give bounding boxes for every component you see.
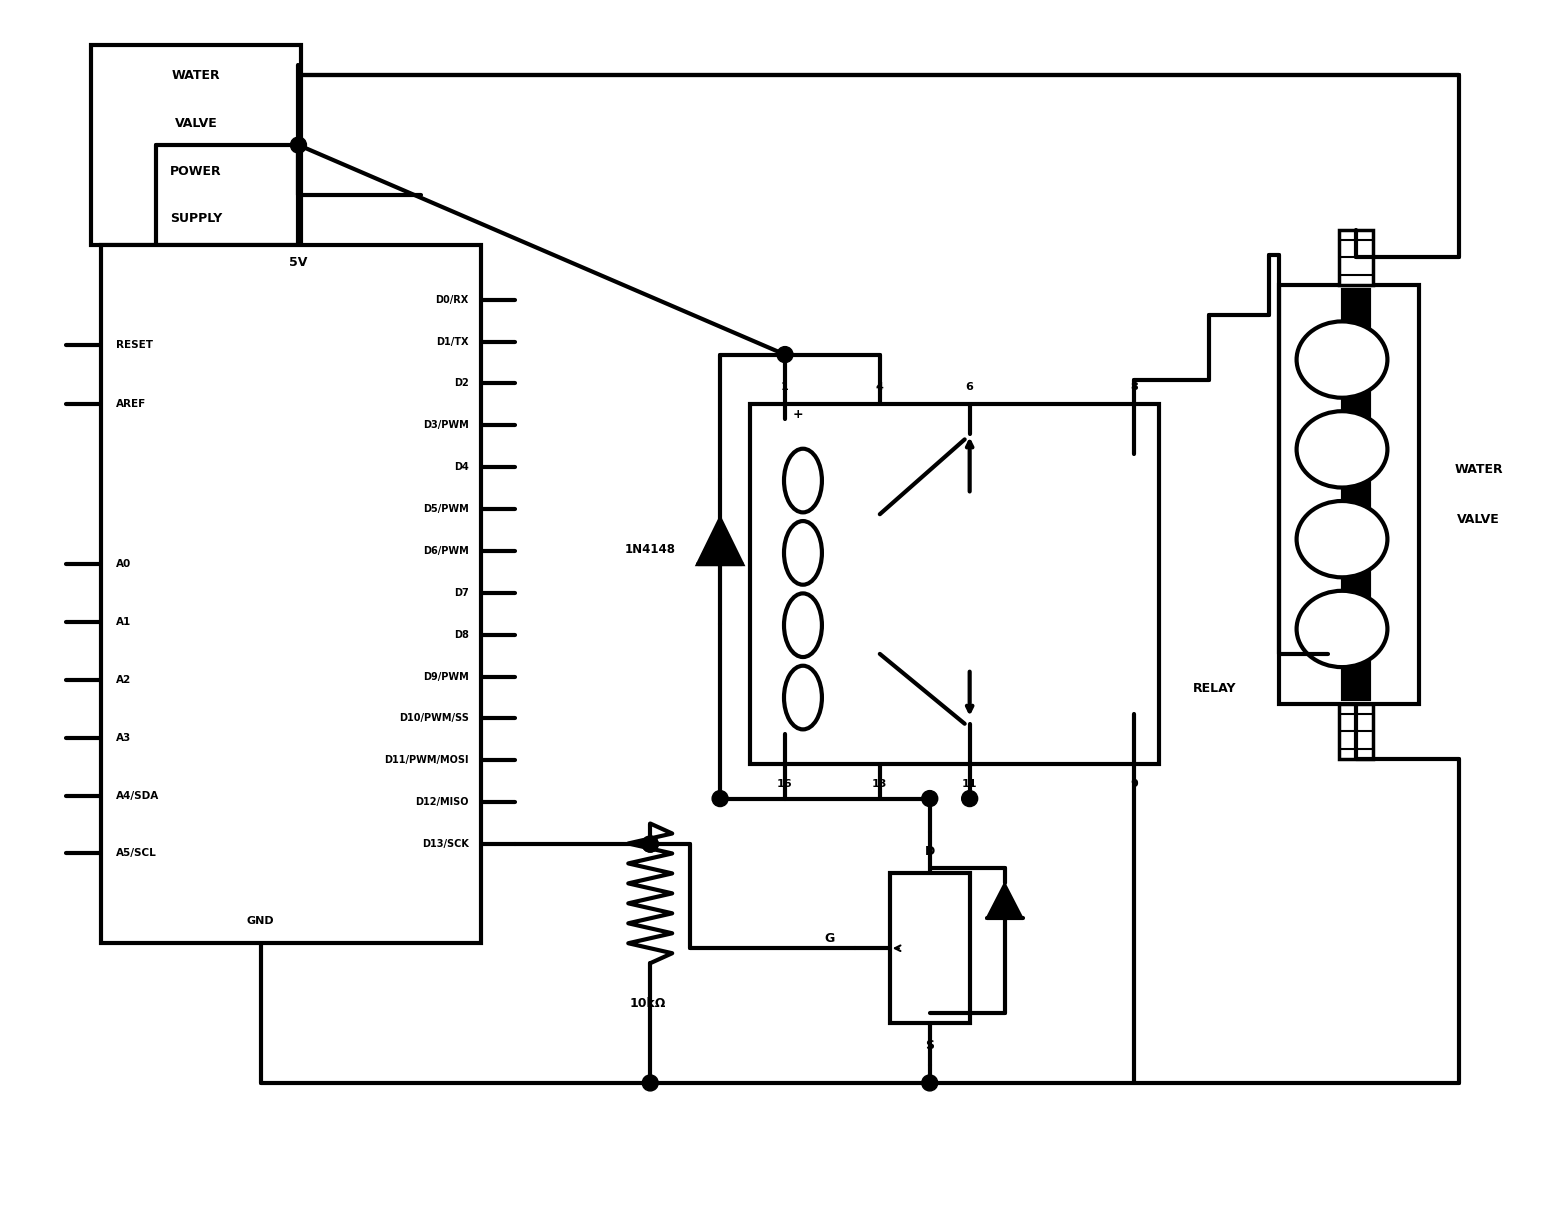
Text: 1: 1: [781, 382, 789, 392]
Ellipse shape: [1296, 501, 1388, 578]
Text: D5/PWM: D5/PWM: [423, 504, 468, 514]
Bar: [91, 45, 300, 245]
Text: D3/PWM: D3/PWM: [423, 420, 468, 431]
Text: RESET: RESET: [116, 339, 153, 350]
Text: D7: D7: [454, 588, 468, 597]
Bar: [1279, 285, 1419, 704]
Ellipse shape: [1296, 322, 1388, 398]
Text: A4/SDA: A4/SDA: [116, 791, 160, 800]
Text: S: S: [925, 1038, 934, 1051]
Text: 1N4148: 1N4148: [624, 542, 676, 556]
Text: AREF: AREF: [116, 399, 147, 410]
Text: D6/PWM: D6/PWM: [423, 546, 468, 556]
Text: D: D: [925, 845, 934, 858]
Text: WATER: WATER: [1454, 463, 1502, 476]
Bar: [890, 874, 970, 1023]
Text: D12/MISO: D12/MISO: [415, 797, 468, 807]
Text: 6: 6: [966, 382, 973, 392]
Text: A5/SCL: A5/SCL: [116, 848, 156, 858]
Circle shape: [642, 836, 659, 852]
Text: D2: D2: [454, 378, 468, 388]
Text: POWER: POWER: [171, 164, 222, 177]
Circle shape: [712, 791, 728, 807]
Circle shape: [642, 1075, 659, 1091]
Circle shape: [291, 137, 307, 153]
Ellipse shape: [784, 521, 822, 585]
Text: 9: 9: [1130, 778, 1138, 788]
Text: 11: 11: [962, 778, 978, 788]
Ellipse shape: [1296, 591, 1388, 667]
Text: 8: 8: [1130, 382, 1138, 392]
Ellipse shape: [784, 449, 822, 513]
Text: 10kΩ: 10kΩ: [631, 996, 667, 1010]
Text: SUPPLY: SUPPLY: [171, 213, 222, 225]
Polygon shape: [986, 884, 1022, 918]
Text: 16: 16: [778, 778, 793, 788]
Text: WATER: WATER: [172, 69, 221, 82]
Text: D13/SCK: D13/SCK: [421, 840, 468, 849]
Circle shape: [922, 791, 937, 807]
Polygon shape: [698, 519, 742, 564]
Bar: [102, 245, 480, 944]
Text: A0: A0: [116, 559, 131, 569]
Text: VALVE: VALVE: [1457, 513, 1501, 526]
Bar: [1343, 290, 1369, 699]
Text: D10/PWM/SS: D10/PWM/SS: [399, 714, 468, 723]
Bar: [1338, 704, 1374, 759]
Circle shape: [776, 346, 793, 362]
Text: A1: A1: [116, 617, 131, 627]
Text: D11/PWM/MOSI: D11/PWM/MOSI: [383, 755, 468, 765]
Text: 5V: 5V: [290, 256, 308, 269]
Text: RELAY: RELAY: [1193, 682, 1236, 695]
Text: D1/TX: D1/TX: [437, 337, 468, 346]
Ellipse shape: [1296, 411, 1388, 487]
Text: D8: D8: [454, 629, 468, 640]
Text: VALVE: VALVE: [175, 116, 218, 130]
Text: G: G: [825, 931, 834, 945]
Text: GND: GND: [247, 917, 274, 927]
Text: D9/PWM: D9/PWM: [423, 672, 468, 682]
Text: D4: D4: [454, 463, 468, 472]
Text: A3: A3: [116, 733, 131, 743]
Text: A2: A2: [116, 674, 131, 685]
Circle shape: [642, 836, 659, 852]
Ellipse shape: [784, 666, 822, 730]
Circle shape: [922, 1075, 937, 1091]
Circle shape: [961, 791, 978, 807]
Bar: [750, 404, 1160, 764]
Text: 13: 13: [872, 778, 887, 788]
Text: 4: 4: [876, 382, 884, 392]
Text: D0/RX: D0/RX: [435, 295, 468, 305]
Ellipse shape: [784, 594, 822, 657]
Text: +: +: [792, 408, 803, 421]
Bar: [1338, 230, 1374, 285]
